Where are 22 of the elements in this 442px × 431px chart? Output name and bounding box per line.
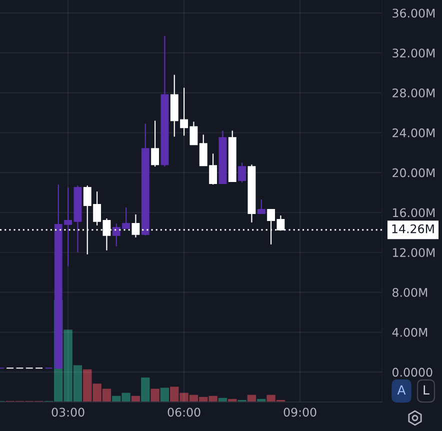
bar <box>160 388 170 402</box>
y-tick-label: 0.0000 <box>392 368 432 377</box>
y-tick-label: 8.00M <box>392 288 428 297</box>
text: L <box>424 385 430 394</box>
y-tick-label: 36.00M <box>392 8 435 18</box>
y-tick-label: 4.00M <box>392 328 428 337</box>
candlestick <box>151 120 160 168</box>
x-tick-label: 09:00 <box>284 408 316 417</box>
y-tick-label: 28.00M <box>392 88 435 98</box>
y-tick-label: 12.00M <box>393 248 435 258</box>
y-tick-label: 16.00M <box>393 208 435 218</box>
ref-line-label: 14.26M <box>392 224 434 234</box>
x-tick-label: 06:00 <box>168 408 200 417</box>
y-tick-label: 32.00M <box>392 48 435 58</box>
x-tick-label: 03:00 <box>52 408 84 417</box>
bar <box>150 388 160 402</box>
candlestick <box>238 162 246 184</box>
candlestick <box>257 198 266 214</box>
y-tick-label: 20.00M <box>392 168 435 178</box>
text: A <box>397 385 406 394</box>
bar <box>141 378 150 402</box>
y-tick-label: 24.00M <box>392 128 435 138</box>
